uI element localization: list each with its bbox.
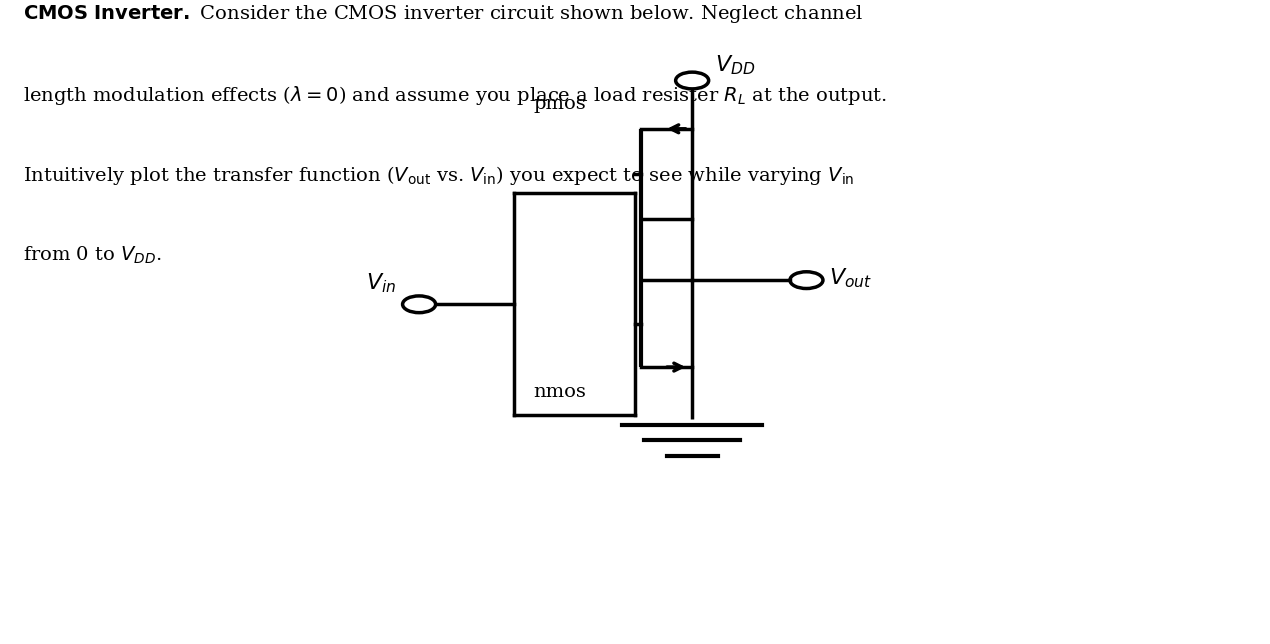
Text: $\mathbf{CMOS\ Inverter.}$ Consider the CMOS inverter circuit shown below. Negle: $\mathbf{CMOS\ Inverter.}$ Consider the …: [23, 3, 864, 25]
Text: from 0 to $V_{DD}$.: from 0 to $V_{DD}$.: [23, 245, 161, 266]
Text: pmos: pmos: [533, 95, 587, 113]
Text: $V_{out}$: $V_{out}$: [829, 267, 872, 290]
Text: Intuitively plot the transfer function ($V_\mathrm{out}$ vs. $V_\mathrm{in}$) yo: Intuitively plot the transfer function (…: [23, 164, 855, 187]
Text: $V_{DD}$: $V_{DD}$: [715, 53, 756, 77]
Text: $V_{in}$: $V_{in}$: [366, 271, 396, 295]
Text: length modulation effects ($\lambda = 0$) and assume you place a load resister $: length modulation effects ($\lambda = 0$…: [23, 84, 886, 107]
Text: nmos: nmos: [533, 383, 587, 401]
